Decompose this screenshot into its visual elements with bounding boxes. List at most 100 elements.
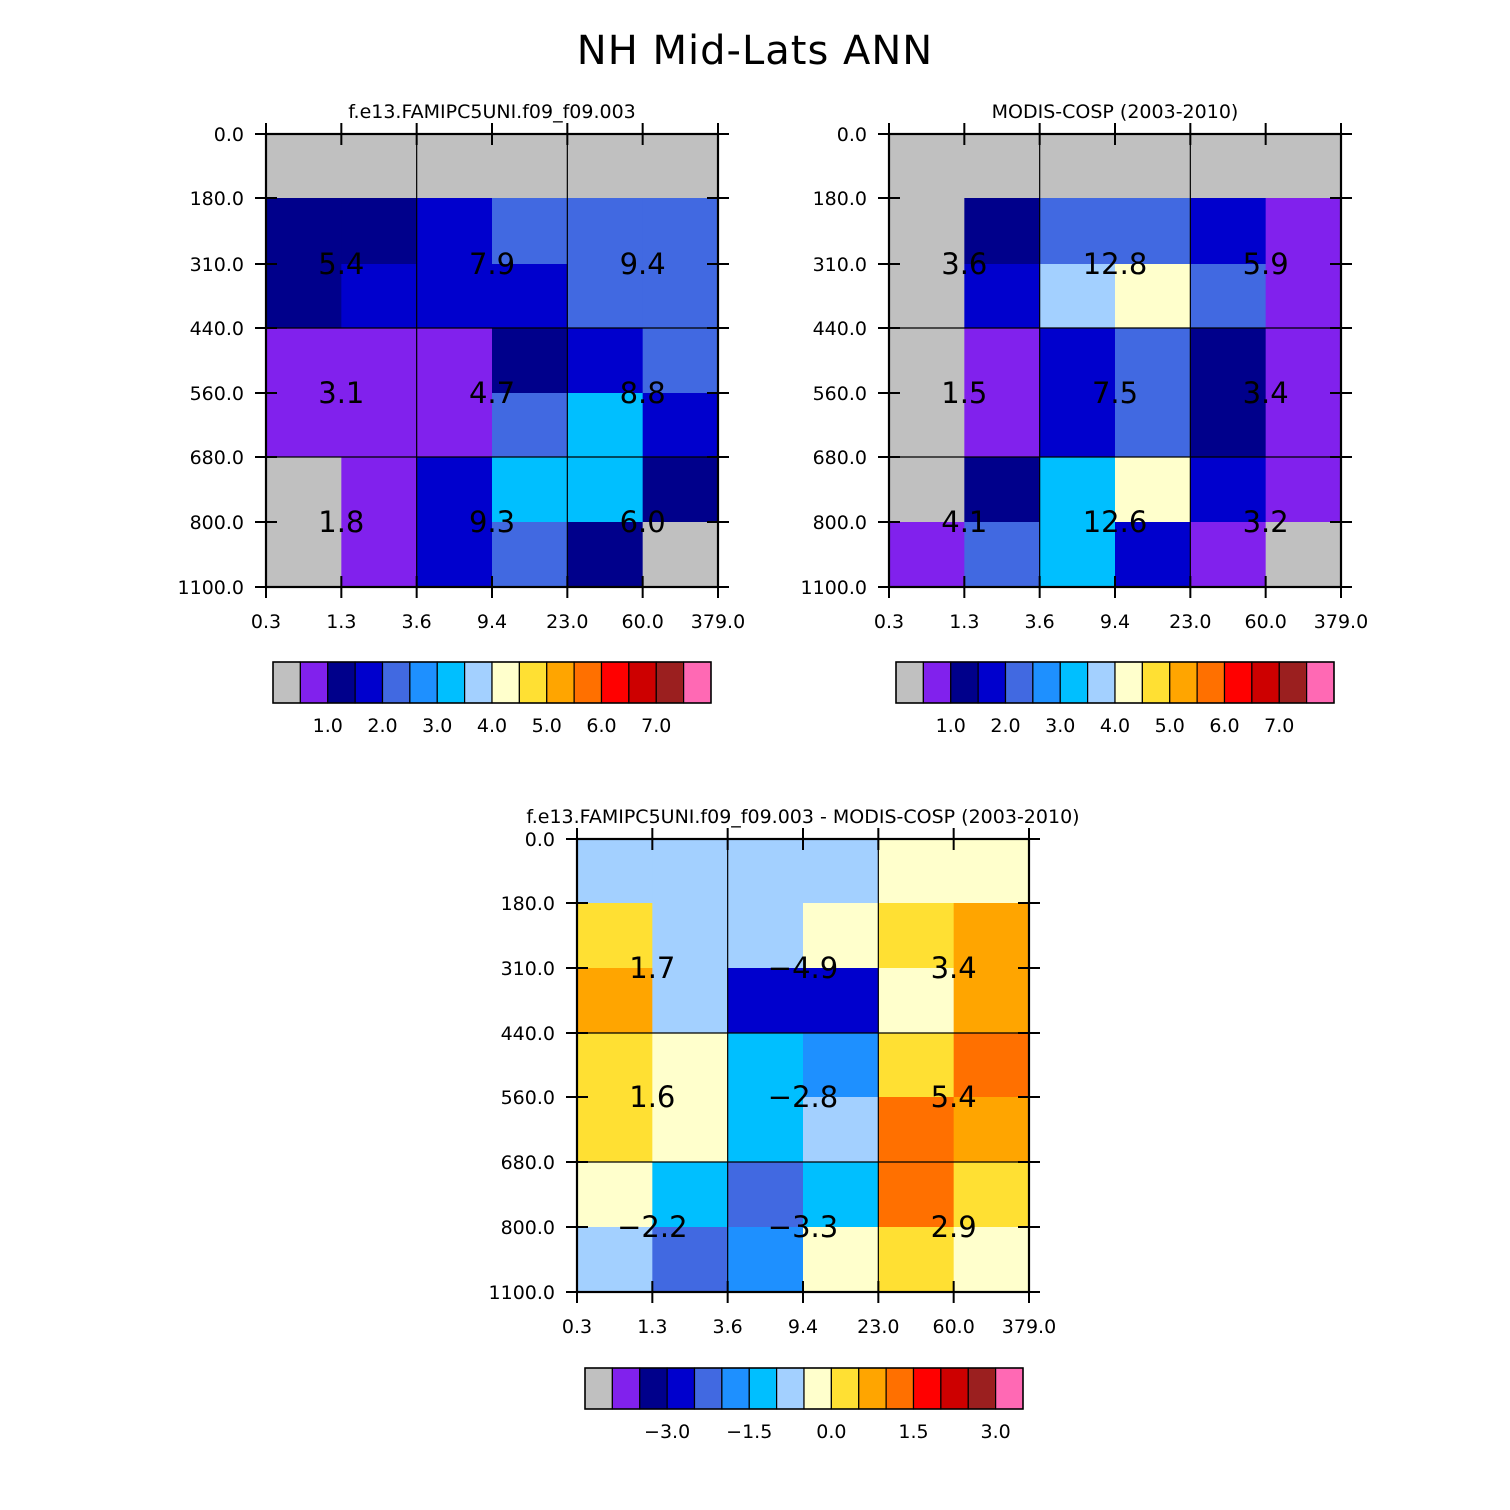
box-value-label: 4.1 — [941, 505, 987, 539]
heatmap-cell — [577, 1097, 653, 1163]
y-tick-label: 310.0 — [501, 958, 555, 980]
heatmap-cell — [1190, 522, 1267, 588]
colorbar-label: 0.0 — [816, 1421, 846, 1443]
colorbar-label: 6.0 — [1209, 715, 1239, 737]
x-tick-label: 60.0 — [933, 1316, 975, 1338]
y-tick-label: 440.0 — [190, 318, 244, 340]
heatmap-cell — [1039, 264, 1116, 329]
heatmap-cell — [341, 134, 418, 199]
colorbar-swatch — [1169, 661, 1198, 704]
colorbar-label: 3.0 — [1045, 715, 1075, 737]
heatmap-cell — [577, 839, 653, 904]
heatmap-cell — [642, 198, 719, 265]
x-tick-label: 60.0 — [622, 611, 664, 633]
box-value-label: 7.9 — [469, 247, 515, 281]
chart-title: f.e13.FAMIPC5UNI.f09_f09.003 - MODIS-COS… — [526, 806, 1079, 828]
x-tick-label: 379.0 — [1314, 611, 1368, 633]
heatmap-cell — [964, 328, 1041, 394]
heatmap-cell — [1190, 393, 1267, 458]
heatmap-cell — [567, 328, 644, 394]
heatmap-cell — [652, 1227, 729, 1293]
heatmap-cell — [341, 522, 418, 588]
x-tick-label: 3.6 — [402, 611, 432, 633]
x-tick-label: 1.3 — [949, 611, 979, 633]
chart-title: f.e13.FAMIPC5UNI.f09_f09.003 — [348, 101, 636, 123]
heatmap-cell — [266, 328, 342, 394]
colorbar-label: 3.0 — [422, 715, 452, 737]
colorbar-swatch — [885, 1367, 915, 1410]
colorbar-frame — [895, 661, 1335, 704]
colorbar-label: 5.0 — [532, 715, 562, 737]
heatmap-cell — [727, 1227, 804, 1293]
heatmap-cell — [953, 968, 1030, 1034]
colorbar-swatch — [1223, 661, 1253, 704]
y-tick-label: 0.0 — [837, 124, 867, 146]
colorbar-swatch — [683, 661, 712, 704]
box-value-label: 3.1 — [318, 376, 364, 410]
heatmap-cell — [577, 1033, 653, 1098]
y-tick-label: 310.0 — [190, 254, 244, 276]
box-value-label: 8.8 — [620, 376, 666, 410]
heatmap-cell — [889, 393, 965, 458]
heatmap-cell — [889, 457, 965, 523]
heatmap-cell — [727, 1033, 804, 1098]
colorbar-swatch — [327, 661, 356, 704]
colorbar-swatch — [1278, 661, 1308, 704]
box-value-label: 1.7 — [629, 951, 675, 985]
colorbar-label: 7.0 — [1264, 715, 1294, 737]
heatmap-cell — [1115, 328, 1191, 394]
heatmap-cell — [889, 134, 965, 199]
heatmap-cell — [1190, 328, 1267, 394]
colorbar-swatch — [354, 661, 384, 704]
colorbar-swatch — [611, 1367, 641, 1410]
box-value-label: 5.4 — [931, 1080, 977, 1114]
x-tick-label: 23.0 — [857, 1316, 899, 1338]
colorbar-frame — [584, 1367, 1024, 1410]
y-tick-label: 680.0 — [501, 1152, 555, 1174]
heatmap-cell — [953, 1162, 1030, 1228]
heatmap-cell — [416, 264, 493, 329]
heatmap-cell — [567, 393, 644, 458]
heatmap-cell — [652, 1162, 729, 1228]
colorbar-swatch — [940, 1367, 969, 1410]
heatmap-cell — [577, 903, 653, 969]
colorbar-label: −1.5 — [726, 1421, 772, 1443]
y-tick-label: 560.0 — [813, 383, 867, 405]
x-tick-label: 3.6 — [1025, 611, 1055, 633]
heatmap-cell — [964, 198, 1041, 265]
colorbar-label: 2.0 — [367, 715, 397, 737]
heatmap-cell — [1039, 134, 1116, 199]
colorbar-swatch — [776, 1367, 805, 1410]
colorbar-swatch — [666, 1367, 696, 1410]
colorbar-swatch — [912, 1367, 942, 1410]
y-tick-label: 800.0 — [501, 1217, 555, 1239]
heatmap-cell — [953, 839, 1030, 904]
x-tick-label: 0.3 — [874, 611, 904, 633]
heatmap-cell — [492, 198, 568, 265]
heatmap-cell — [642, 393, 719, 458]
heatmap-cell — [964, 134, 1041, 199]
y-tick-label: 680.0 — [190, 447, 244, 469]
heatmap-cell — [1265, 328, 1342, 394]
heatmap-cell — [652, 968, 729, 1034]
y-tick-label: 800.0 — [190, 512, 244, 534]
colorbar-label: −3.0 — [644, 1421, 690, 1443]
box-value-label: −2.8 — [768, 1080, 838, 1114]
y-tick-label: 180.0 — [501, 893, 555, 915]
box-value-label: 2.9 — [931, 1210, 977, 1244]
box-value-label: 5.4 — [318, 247, 364, 281]
heatmap-cell — [878, 839, 955, 904]
heatmap-cell — [1190, 457, 1267, 523]
colorbar-swatch — [721, 1367, 750, 1410]
box-value-label: 4.7 — [469, 376, 515, 410]
heatmap-cell — [652, 1033, 729, 1098]
heatmap-cell — [803, 1162, 879, 1228]
colorbar-swatch — [967, 1367, 997, 1410]
colorbar-swatch — [830, 1367, 860, 1410]
heatmap-cell — [577, 968, 653, 1034]
colorbar-swatch — [922, 661, 952, 704]
box-value-label: 1.5 — [941, 376, 987, 410]
